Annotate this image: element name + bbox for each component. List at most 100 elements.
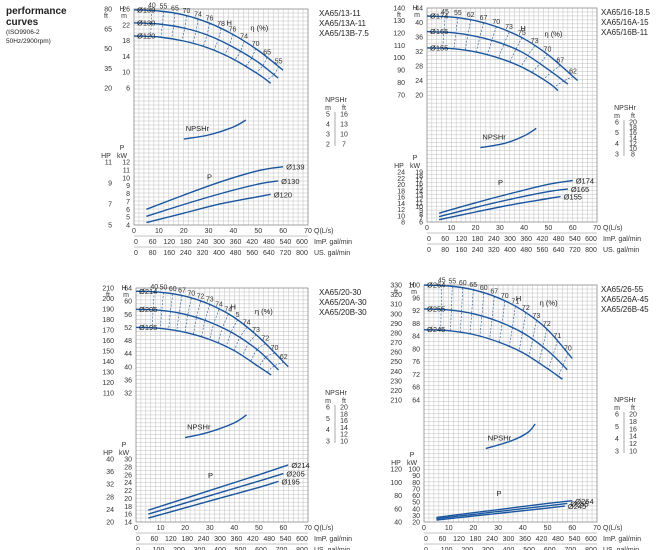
efficiency-isoline [554, 76, 574, 88]
imp-tick: 300 [214, 536, 226, 543]
power-kw-unit: kW [119, 450, 130, 457]
efficiency-isoline [489, 296, 495, 340]
power-curve-2 [148, 472, 284, 515]
efficiency-isoline [160, 11, 164, 38]
head-m-tick: 84 [412, 334, 420, 341]
us-tick: 0 [424, 547, 428, 550]
npsh-m-tick: 6 [615, 120, 619, 127]
power-hp-tick: 28 [106, 494, 114, 501]
us-axis-label: US. gal/min [603, 547, 639, 550]
npsh-axis-title: NPSHr [325, 390, 347, 397]
power-curve-label: Ø205 [286, 470, 304, 479]
power-kw-tick: 10 [415, 204, 423, 211]
imp-axis-label: ImP. gal/min [314, 239, 352, 246]
npsh-ft-tick: 12 [629, 441, 637, 448]
power-kw-tick: 14 [415, 189, 423, 196]
npsh-ft-unit: ft [631, 405, 635, 412]
head-ft-tick: 65 [104, 26, 112, 33]
head-ft-tick: 310 [390, 302, 402, 309]
efficiency-label: 78 [217, 21, 225, 28]
imp-tick: 240 [197, 239, 209, 246]
imp-tick: 180 [472, 236, 484, 243]
imp-tick: 420 [247, 536, 259, 543]
q-tick: 0 [425, 225, 429, 232]
efficiency-isoline [192, 301, 201, 335]
npsh-ft-tick: 7 [342, 142, 346, 149]
head-curve-1 [426, 15, 579, 82]
efficiency-isoline [202, 23, 210, 47]
power-curve-label: Ø264 [575, 497, 593, 506]
efficiency-isoline [487, 26, 497, 56]
head-m-tick: 22 [122, 22, 130, 29]
power-kw-tick: 7 [126, 199, 130, 206]
head-m-tick: 32 [124, 391, 132, 398]
npsh-ft-tick: 12 [629, 141, 637, 148]
power-kw-tick: 15 [415, 185, 423, 192]
imp-axis-label: ImP. gal/min [603, 536, 641, 543]
legend-entry: XA65/26-55 [601, 285, 644, 294]
us-tick: 240 [472, 247, 484, 254]
head-m-tick: 48 [124, 338, 132, 345]
power-kw-tick: 14 [124, 520, 132, 527]
q-tick: 30 [496, 225, 504, 232]
power-curve-1 [146, 166, 284, 210]
head-curve-label: Ø155 [430, 43, 448, 52]
us-tick: 200 [173, 547, 185, 550]
efficiency-label: 45 [438, 278, 446, 285]
head-ft-tick: 280 [390, 330, 402, 337]
npsh-m-tick: 2 [326, 142, 330, 149]
power-kw-tick: 60 [412, 493, 420, 500]
head-m-tick: 6 [126, 86, 130, 93]
power-curve-tag: P [497, 489, 502, 498]
head-m-tick: 96 [412, 295, 420, 302]
power-kw-tick: 4 [126, 223, 130, 230]
power-kw-tick: 7 [419, 216, 423, 223]
efficiency-label: 70 [271, 345, 279, 352]
efficiency-label: 67 [178, 288, 186, 295]
head-curve-tag: H [226, 18, 231, 27]
head-ft-tick: 160 [102, 338, 114, 345]
q-tick: 40 [230, 228, 238, 235]
legend-entry: XA65/16-18.5 [601, 8, 650, 17]
us-tick: 600 [544, 547, 556, 550]
efficiency-label: 71 [553, 333, 561, 340]
efficiency-label: 70 [252, 41, 260, 48]
npsh-curve-label: NPSHr [482, 133, 506, 142]
power-curve-2 [146, 180, 279, 217]
us-tick: 640 [263, 250, 275, 257]
power-kw-tick: 11 [416, 200, 423, 207]
efficiency-isoline [176, 295, 183, 332]
efficiency-isoline [242, 334, 257, 357]
q-tick: 40 [230, 525, 238, 532]
power-curve-tag: P [208, 471, 213, 480]
power-kw-tick: 80 [412, 480, 420, 487]
head-m-tick: 44 [415, 6, 423, 13]
head-m-tick: 80 [412, 346, 420, 353]
head-ft-unit: ft [104, 13, 108, 20]
imp-tick: 600 [296, 536, 308, 543]
npsh-m-tick: 4 [326, 122, 330, 129]
power-hp-unit: HP [103, 450, 113, 457]
efficiency-isoline [518, 312, 527, 352]
us-tick: 100 [153, 547, 165, 550]
power-kw-tick: 6 [126, 207, 130, 214]
us-tick: 100 [441, 547, 453, 550]
power-curve-tag: P [498, 178, 503, 187]
us-tick: 400 [214, 547, 226, 550]
power-kw-tick: 20 [124, 496, 132, 503]
us-tick: 640 [553, 247, 565, 254]
power-kw-tick: 17 [415, 177, 423, 184]
power-kw-tick: 9 [419, 208, 423, 215]
us-tick: 0 [136, 547, 140, 550]
head-curve-label: Ø174 [430, 11, 448, 20]
legend-entry: XA65/20-30 [319, 288, 362, 297]
npsh-m-unit: m [325, 105, 331, 112]
efficiency-label: 67 [490, 289, 498, 296]
power-kw-tick: 22 [124, 488, 132, 495]
us-tick: 500 [523, 547, 535, 550]
power-hp-tick: 14 [397, 201, 405, 208]
head-ft-tick: 120 [393, 30, 405, 37]
power-kw-tick: 28 [124, 464, 132, 471]
head-curve-label: Ø165 [430, 27, 448, 36]
